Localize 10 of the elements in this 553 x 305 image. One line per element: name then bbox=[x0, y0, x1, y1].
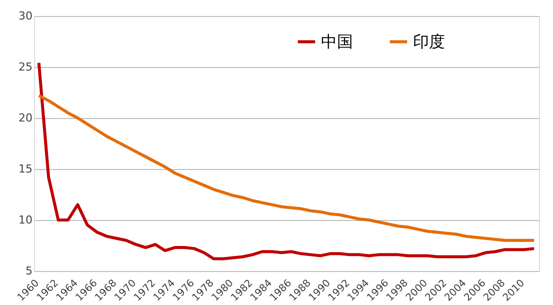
y-tick-label: 25 bbox=[18, 60, 32, 74]
y-tick-label: 5 bbox=[26, 264, 32, 278]
line-series bbox=[37, 61, 536, 260]
legend-label: 中国 bbox=[321, 32, 353, 51]
y-tick-label: 30 bbox=[18, 10, 32, 22]
y-tick-label: 15 bbox=[18, 162, 32, 176]
y-tick-label: 10 bbox=[18, 214, 32, 226]
y-tick-label: 20 bbox=[18, 112, 32, 124]
legend-label: 印度 bbox=[413, 32, 445, 51]
line-series bbox=[37, 94, 536, 242]
